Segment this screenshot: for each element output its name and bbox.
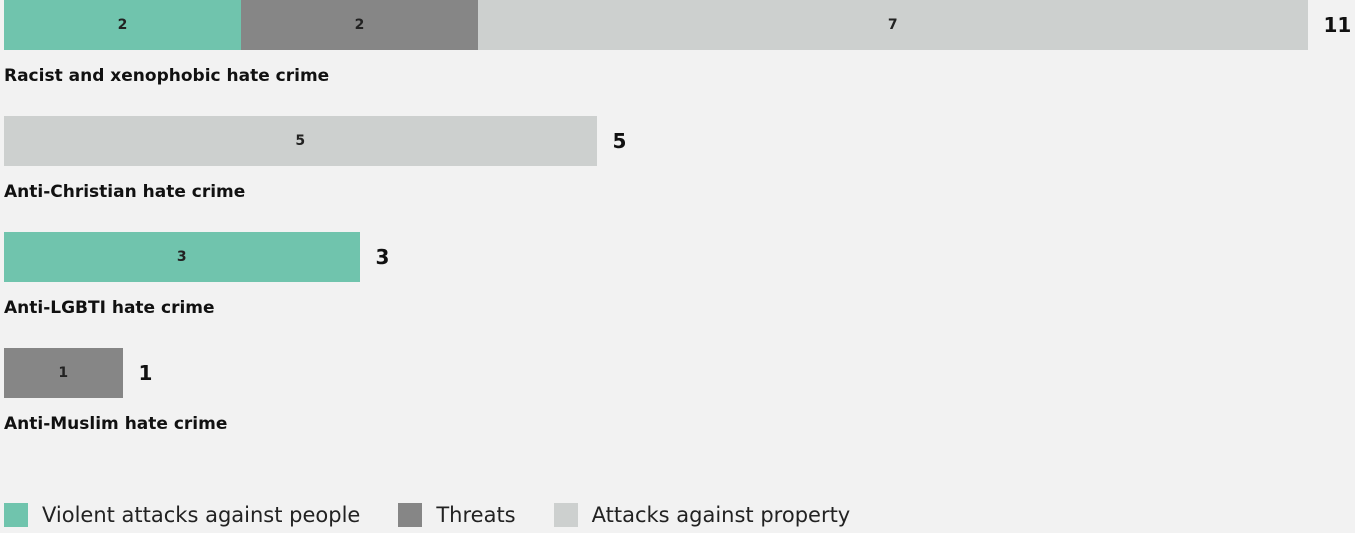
category-label: Anti-LGBTI hate crime: [4, 298, 215, 318]
bar-segment: 7: [478, 0, 1308, 50]
bar-total-label: 11: [1323, 13, 1352, 37]
category-label: Anti-Christian hate crime: [4, 182, 246, 202]
legend-item: Threats: [398, 503, 516, 527]
legend-label: Threats: [436, 503, 516, 527]
bar-segment: 3: [4, 232, 360, 282]
bar-total-label: 5: [612, 129, 627, 153]
bar-total-label: 3: [375, 245, 390, 269]
legend-label: Attacks against property: [591, 503, 851, 527]
legend: Violent attacks against people Threats Att…: [4, 500, 888, 530]
legend-item: Violent attacks against people: [4, 503, 360, 527]
legend-swatch: [553, 503, 578, 527]
stacked-bar: 1: [4, 348, 123, 398]
bar-segment: 2: [4, 0, 241, 50]
stacked-bar: 3: [4, 232, 360, 282]
bar-segment: 1: [4, 348, 123, 398]
bar-row: 3 3 Anti-LGBTI hate crime: [4, 232, 1355, 350]
bar-segment: 5: [4, 116, 597, 166]
stacked-bar: 5: [4, 116, 597, 166]
legend-swatch: [4, 503, 28, 527]
bar-segment: 2: [241, 0, 478, 50]
bar-row: 1 1 Anti-Muslim hate crime: [4, 348, 1355, 466]
legend-swatch: [398, 503, 423, 527]
bar-row: 5 5 Anti-Christian hate crime: [4, 116, 1355, 234]
legend-label: Violent attacks against people: [42, 503, 361, 527]
legend-item: Attacks against property: [553, 503, 851, 527]
category-label: Racist and xenophobic hate crime: [4, 66, 330, 86]
bar-total-label: 1: [138, 361, 153, 385]
category-label: Anti-Muslim hate crime: [4, 414, 228, 434]
bar-row: 2 2 7 11 Racist and xenophobic hate crime: [4, 0, 1355, 118]
